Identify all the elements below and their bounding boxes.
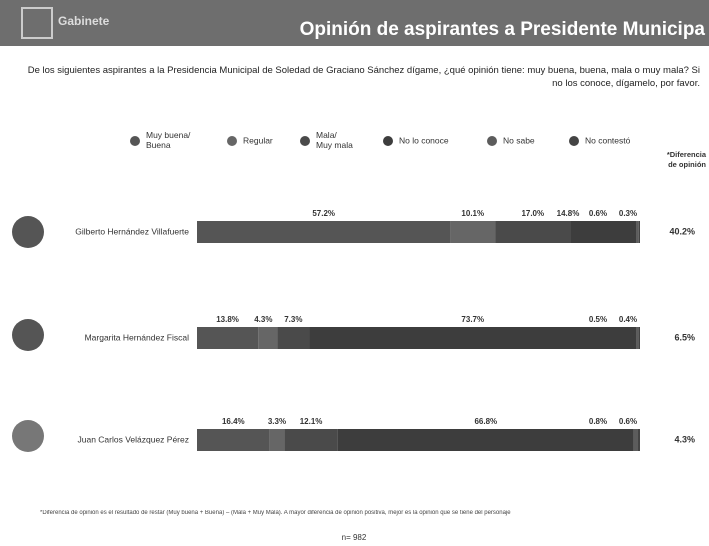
legend-label: Mala/Muy mala	[316, 130, 353, 150]
footnote: *Diferencia de opinión es el resultado d…	[40, 510, 511, 516]
data-label: 0.4%	[619, 315, 637, 324]
data-label: 3.3%	[268, 417, 286, 426]
data-label: 14.8%	[557, 209, 580, 218]
data-label: 66.8%	[474, 417, 497, 426]
category-label: Juan Carlos Velázquez Pérez	[77, 434, 189, 444]
bar-segment	[450, 221, 496, 243]
bar-segment	[638, 327, 640, 349]
data-label: 0.8%	[589, 417, 607, 426]
data-label: 12.1%	[300, 417, 323, 426]
bar-segment	[633, 429, 638, 451]
legend-marker	[383, 136, 393, 146]
legend-label: No sabe	[503, 135, 535, 145]
difference-value: 6.5%	[674, 332, 695, 342]
sample-size: n= 982	[342, 533, 367, 542]
data-label: 10.1%	[461, 209, 484, 218]
bar-segment	[284, 429, 338, 451]
title: Opinión de aspirantes a Presidente Munic…	[300, 19, 706, 40]
avatar	[12, 319, 44, 351]
bar-segment	[197, 221, 451, 243]
data-label: 17.0%	[521, 209, 544, 218]
data-label: 57.2%	[312, 209, 335, 218]
bar-segment	[269, 429, 285, 451]
bar-segment	[570, 221, 637, 243]
data-label: 0.3%	[619, 209, 637, 218]
header-band	[0, 0, 709, 46]
difference-title: *Diferencia de opinión	[667, 150, 707, 169]
data-label: 73.7%	[461, 315, 484, 324]
bar-segment	[636, 327, 639, 349]
bar-segment	[636, 221, 639, 243]
legend-label: Regular	[243, 135, 273, 145]
bar-segment	[309, 327, 637, 349]
legend-label: No lo conoce	[399, 135, 449, 145]
data-label: 0.6%	[619, 417, 637, 426]
logo-icon	[21, 7, 53, 39]
bar-segment	[197, 327, 259, 349]
data-label: 4.3%	[254, 315, 272, 324]
bar-segment	[337, 429, 634, 451]
data-label: 0.6%	[589, 209, 607, 218]
legend-marker	[569, 136, 579, 146]
bar-segment	[638, 221, 640, 243]
legend-marker	[227, 136, 237, 146]
data-label: 13.8%	[216, 315, 239, 324]
question-box: De los siguientes aspirantes a la Presid…	[27, 65, 700, 89]
category-label: Gilberto Hernández Villafuerte	[75, 226, 189, 236]
data-label: 0.5%	[589, 315, 607, 324]
bar-segment	[495, 221, 571, 243]
bar-segment	[258, 327, 278, 349]
bar-segment	[197, 429, 270, 451]
legend-label: No contestó	[585, 135, 631, 145]
avatar	[12, 420, 44, 452]
data-label: 16.4%	[222, 417, 245, 426]
category-label: Margarita Hernández Fiscal	[85, 332, 190, 342]
brand: Gabinete	[58, 14, 110, 28]
question: De los siguientes aspirantes a la Presid…	[27, 65, 700, 89]
avatar	[12, 216, 44, 248]
legend-marker	[130, 136, 140, 146]
legend-marker	[487, 136, 497, 146]
legend-marker	[300, 136, 310, 146]
bar-segment	[637, 429, 640, 451]
difference-value: 40.2%	[669, 226, 695, 236]
footnote-box: *Diferencia de opinión es el resultado d…	[40, 510, 511, 516]
legend-label: Muy buena/Buena	[146, 130, 191, 150]
difference-value: 4.3%	[674, 434, 695, 444]
bar-segment	[277, 327, 310, 349]
data-label: 7.3%	[284, 315, 302, 324]
